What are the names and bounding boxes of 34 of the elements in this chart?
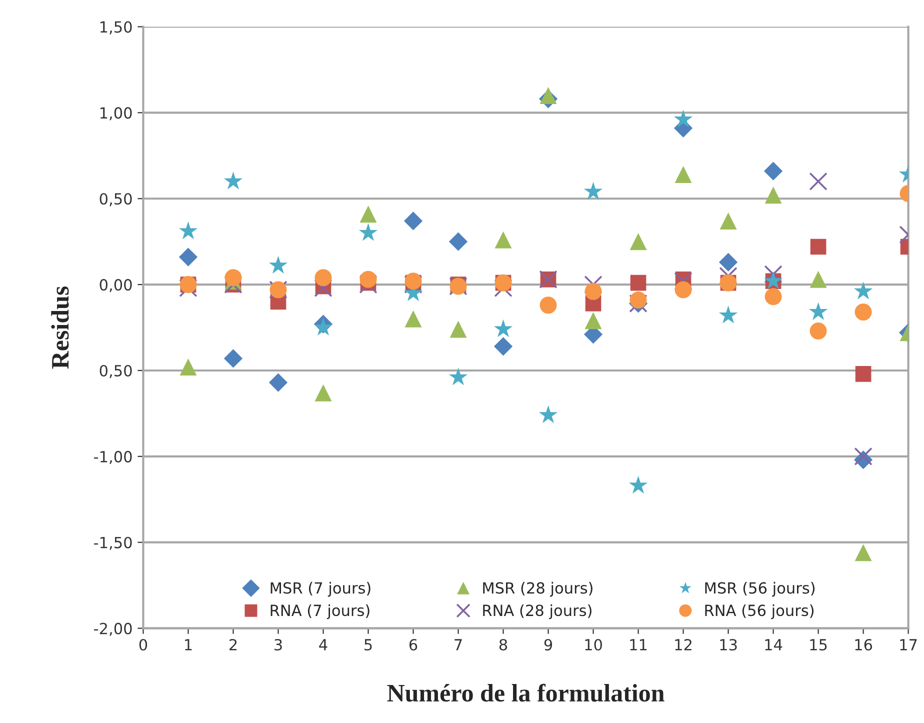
x-tick-label: 16 (855, 638, 872, 651)
x-tick-label: 14 (765, 639, 782, 650)
x-tick-label: 0 (139, 638, 148, 651)
y-axis-title: Residus (51, 286, 69, 369)
x-tick-label: 8 (499, 638, 508, 651)
x-axis-title: Numéro de la formulation (387, 684, 664, 702)
x-tick-label: 1 (185, 639, 192, 650)
legend-label: RNA (7 jours) (270, 604, 370, 620)
y-tick-label: -1,50 (94, 536, 132, 550)
x-tick-label: 4 (319, 639, 328, 650)
y-tick-label: -1,00 (94, 450, 132, 464)
x-tick-label: 13 (720, 638, 737, 651)
y-tick-label: 0,00 (100, 279, 132, 292)
x-tick-label: 10 (585, 638, 602, 651)
x-tick-label: 12 (675, 638, 692, 650)
x-tick-label: 2 (229, 638, 237, 650)
x-tick-label: 6 (409, 638, 418, 651)
y-tick-label: 1,50 (100, 21, 132, 34)
y-tick-label: 0,50 (100, 364, 132, 378)
x-tick-label: 11 (630, 639, 647, 650)
legend-label: MSR (7 jours) (270, 582, 370, 597)
x-tick-label: 7 (454, 639, 462, 650)
y-tick-label: -2,00 (94, 622, 132, 636)
legend-label: MSR (28 jours) (483, 582, 592, 597)
legend-label: RNA (28 jours) (483, 604, 592, 620)
legend-label: RNA (56 jours) (705, 604, 814, 620)
x-tick-label: 5 (364, 639, 372, 651)
x-tick-label: 3 (274, 638, 282, 651)
x-tick-label: 9 (544, 638, 552, 651)
y-tick-label: 1,00 (100, 107, 132, 120)
x-tick-label: 17 (900, 639, 917, 650)
x-tick-label: 15 (810, 639, 827, 651)
y-tick-label: 0,50 (100, 193, 132, 206)
legend-label: MSR (56 jours) (705, 582, 815, 597)
